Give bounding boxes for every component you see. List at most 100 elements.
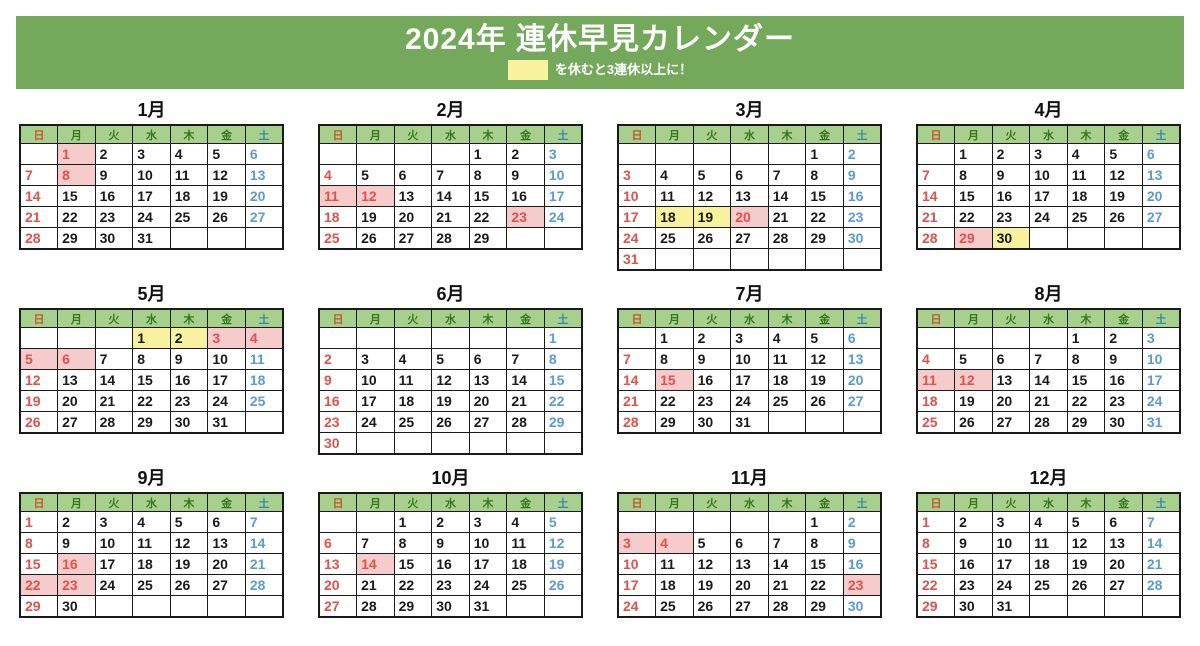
date-cell: 30 [1104, 411, 1143, 434]
day-of-week-header: 火 [393, 124, 433, 144]
day-of-week-header: 月 [655, 124, 694, 144]
date-cell: 6 [244, 143, 284, 165]
months-grid: 1月日月火水木金土 1 2 3 4 5 6 7 8 9 10 11 12 13 14 15 16 17 18 19 20… [19, 99, 1181, 618]
day-of-week-header: 水 [132, 308, 171, 328]
day-of-week-header: 火 [991, 492, 1031, 512]
date-cell: 15 [655, 369, 694, 391]
day-of-week-header: 日 [19, 308, 59, 328]
date-cell: 20 [207, 553, 246, 575]
day-of-week-header: 木 [169, 492, 209, 512]
date-cell: 18 [1029, 553, 1068, 575]
date-cell: 16 [692, 369, 732, 391]
date-cell: 13 [393, 185, 433, 207]
date-cell: 24 [617, 595, 657, 618]
empty-cell [730, 511, 769, 533]
date-cell: 19 [1066, 553, 1106, 575]
date-cell: 17 [468, 553, 508, 575]
day-of-week-header: 木 [468, 492, 508, 512]
empty-cell [431, 432, 470, 455]
date-cell: 22 [57, 206, 96, 228]
month-1: 1月日月火水木金土 1 2 3 4 5 6 7 8 9 10 11 12 13 14 15 16 17 18 19 20… [19, 99, 284, 250]
date-cell: 12 [692, 185, 732, 207]
date-cell: 13 [1141, 164, 1181, 186]
date-cell: 25 [506, 574, 545, 596]
date-cell: 28 [431, 227, 470, 250]
date-cell: 14 [1141, 532, 1181, 554]
empty-cell [1029, 595, 1068, 618]
date-cell: 26 [692, 227, 732, 249]
date-cell: 19 [356, 206, 395, 228]
date-cell: 20 [468, 390, 508, 412]
empty-cell [169, 595, 209, 618]
date-cell: 4 [655, 164, 694, 186]
empty-cell [1141, 227, 1181, 250]
header-banner: 2024年 連休早見カレンダー を休むと3連休以上に！ [16, 16, 1184, 89]
day-of-week-header: 月 [954, 308, 993, 328]
day-of-week-header: 木 [1066, 492, 1106, 512]
date-cell: 27 [57, 411, 96, 434]
day-of-week-header: 土 [842, 124, 882, 144]
day-of-week-header: 土 [842, 308, 882, 328]
day-of-week-header: 日 [19, 492, 59, 512]
date-cell: 2 [842, 511, 882, 533]
date-cell: 11 [1066, 164, 1106, 186]
date-cell: 9 [842, 164, 882, 186]
date-cell: 28 [19, 227, 59, 250]
date-cell: 10 [991, 532, 1031, 554]
empty-cell [805, 411, 844, 434]
date-cell: 26 [207, 206, 246, 228]
date-cell: 21 [767, 206, 807, 228]
date-cell: 16 [57, 553, 96, 575]
date-cell: 7 [1029, 348, 1068, 370]
empty-cell [1104, 595, 1143, 618]
date-cell: 6 [1141, 143, 1181, 165]
empty-cell [94, 327, 134, 349]
date-cell: 2 [506, 143, 545, 165]
empty-cell [543, 432, 583, 455]
date-cell: 17 [543, 185, 583, 207]
date-cell: 14 [767, 553, 807, 575]
empty-cell [356, 327, 395, 349]
empty-cell [692, 248, 732, 271]
date-cell: 30 [94, 227, 134, 250]
date-cell: 27 [1141, 206, 1181, 228]
date-cell: 28 [506, 411, 545, 433]
date-cell: 15 [393, 553, 433, 575]
empty-cell [57, 327, 96, 349]
empty-cell [506, 595, 545, 618]
date-cell: 14 [767, 185, 807, 207]
date-cell: 9 [169, 348, 209, 370]
date-cell: 27 [393, 227, 433, 250]
date-cell: 9 [954, 532, 993, 554]
month-calendar-table: 日月火水木金土 1 2 3 4 5 6 7 8 9 10 11 12 13 14 15 16 17 18 19 20 21… [617, 492, 882, 618]
date-cell: 20 [730, 574, 769, 596]
date-cell: 27 [207, 574, 246, 596]
date-cell: 4 [169, 143, 209, 165]
day-of-week-header: 水 [730, 124, 769, 144]
day-of-week-header: 月 [57, 308, 96, 328]
date-cell: 1 [393, 511, 433, 533]
date-cell: 16 [991, 185, 1031, 207]
empty-cell [767, 143, 807, 165]
date-cell: 13 [730, 185, 769, 207]
empty-cell [1066, 227, 1106, 250]
empty-cell [169, 227, 209, 250]
date-cell: 23 [318, 411, 358, 433]
day-of-week-header: 日 [916, 124, 956, 144]
day-of-week-header: 水 [1029, 308, 1068, 328]
date-cell: 27 [991, 411, 1031, 434]
date-cell: 3 [207, 327, 246, 349]
empty-cell [842, 411, 882, 434]
date-cell: 16 [1104, 369, 1143, 391]
date-cell: 8 [393, 532, 433, 554]
date-cell: 19 [692, 574, 732, 596]
date-cell: 10 [1029, 164, 1068, 186]
month-title: 7月 [735, 284, 764, 304]
date-cell: 5 [356, 164, 395, 186]
day-of-week-header: 木 [468, 308, 508, 328]
date-cell: 23 [842, 574, 882, 596]
date-cell: 25 [655, 227, 694, 249]
day-of-week-header: 木 [169, 308, 209, 328]
date-cell: 7 [94, 348, 134, 370]
date-cell: 16 [169, 369, 209, 391]
